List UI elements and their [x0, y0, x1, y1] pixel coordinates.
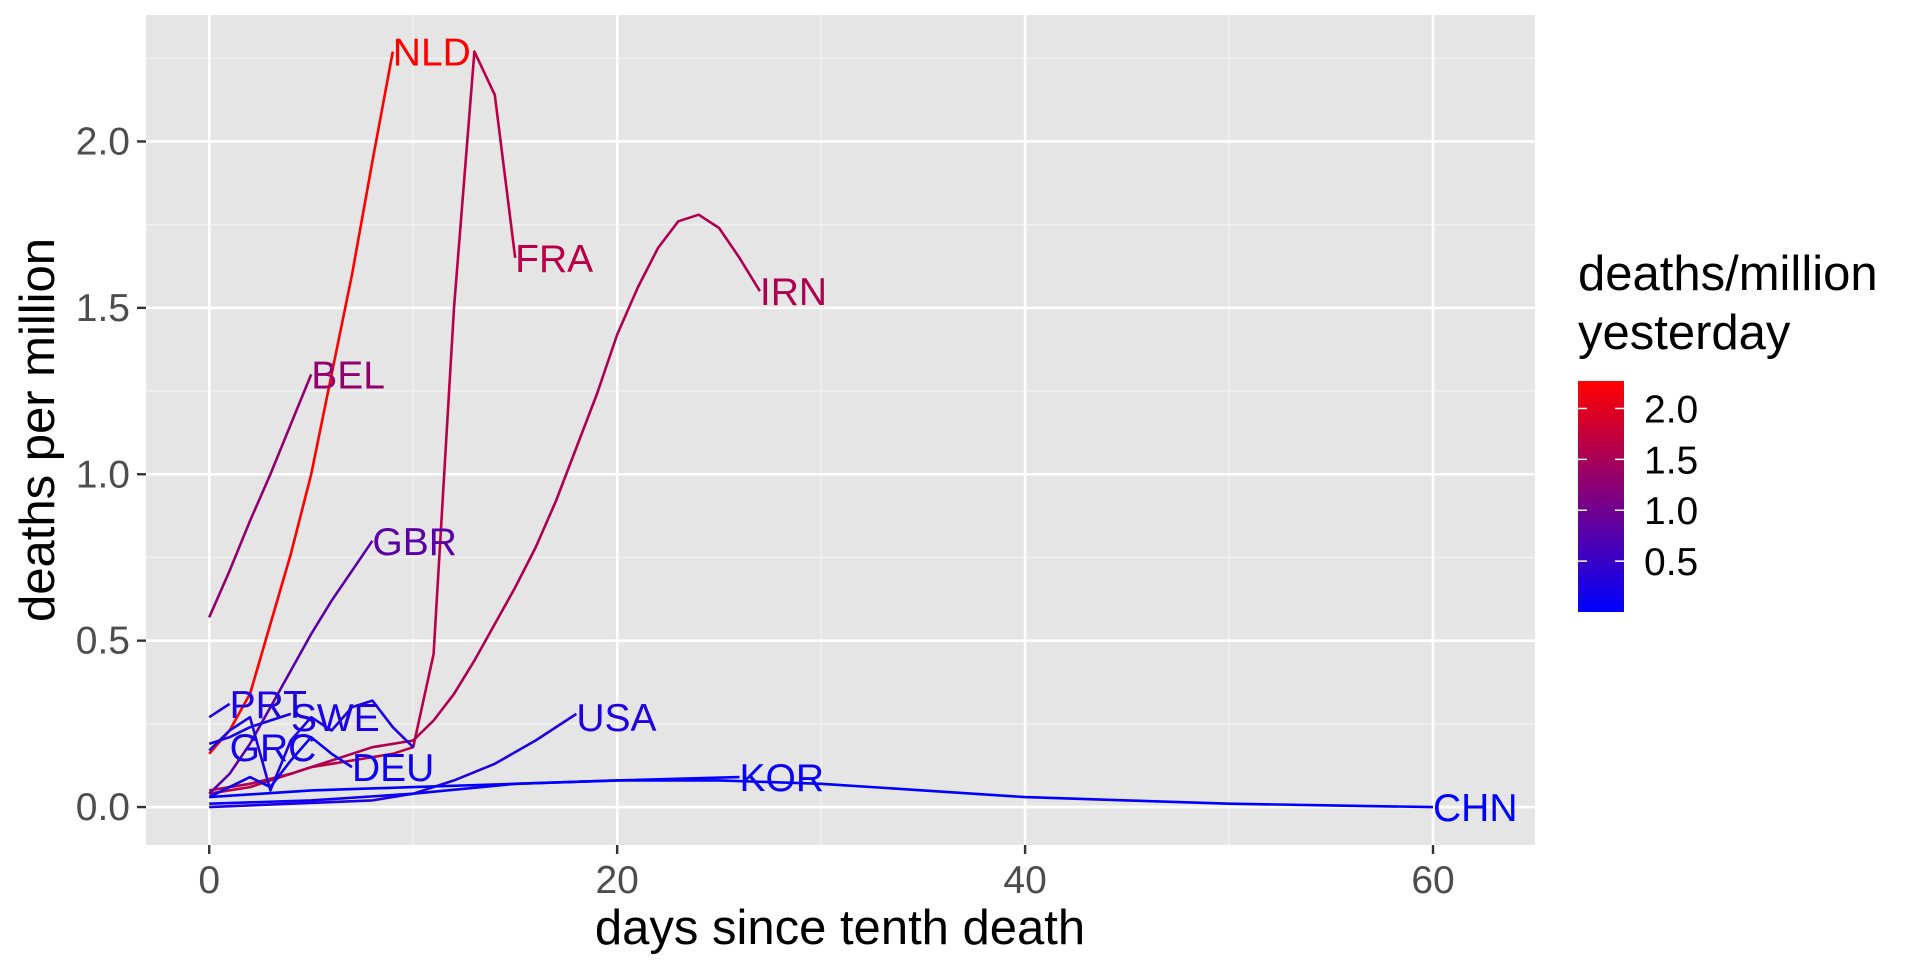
y-tick-label: 1.5: [76, 287, 130, 330]
country-label-irn: IRN: [760, 271, 827, 314]
grid-major: [146, 15, 1535, 845]
x-tick-label: 40: [1003, 859, 1046, 902]
legend-title-line-2: yesterday: [1578, 306, 1791, 360]
x-tick-label: 20: [595, 859, 638, 902]
country-label-kor: KOR: [740, 757, 825, 800]
legend-colorbar: [1578, 381, 1624, 612]
country-label-deu: DEU: [352, 747, 434, 790]
country-label-nld: NLD: [393, 32, 471, 75]
series-line-prt: [208, 702, 231, 719]
country-label-grc: GRC: [230, 727, 317, 770]
y-tick-label: 0.0: [76, 786, 130, 829]
legend-label: 0.5: [1644, 541, 1698, 584]
series-line-grc: [208, 712, 292, 746]
legend-label: 1.5: [1644, 439, 1698, 482]
y-tick-label: 0.5: [76, 620, 130, 663]
legend: deaths/million yesterday 2.0 1.5 1.0 0.5: [1578, 247, 1878, 612]
series-line-swe: [208, 699, 415, 792]
grid-minor: [146, 15, 1535, 845]
series-line-bel: [208, 373, 313, 618]
country-label-swe: SWE: [291, 697, 380, 740]
legend-ticks: 2.0 1.5 1.0 0.5: [1578, 388, 1698, 584]
country-label-chn: CHN: [1433, 787, 1518, 830]
series-line-gbr: [208, 540, 374, 795]
series-line-nld: [208, 51, 395, 755]
legend-label: 2.0: [1644, 388, 1698, 431]
y-tick-label: 1.0: [76, 453, 130, 496]
x-axis-title: days since tenth death: [595, 901, 1085, 955]
country-label-fra: FRA: [515, 238, 593, 281]
x-tick-label: 60: [1411, 859, 1454, 902]
series-line-fra: [208, 50, 517, 795]
legend-label: 1.0: [1644, 490, 1698, 533]
series-lines: [208, 50, 1434, 809]
country-label-usa: USA: [576, 697, 656, 740]
country-label-prt: PRT: [230, 684, 307, 727]
series-line-irn: [208, 213, 762, 792]
x-tick-label: 0: [198, 859, 220, 902]
y-tick-label: 2.0: [76, 120, 130, 163]
series-line-chn: [209, 779, 1434, 809]
y-axis-title: deaths per million: [11, 238, 65, 622]
y-axis: 0.0 0.5 1.0 1.5 2.0: [76, 120, 146, 829]
series-line-deu: [208, 735, 353, 799]
country-label-gbr: GBR: [372, 521, 457, 564]
x-axis: 0 20 40 60: [198, 845, 1455, 902]
legend-title-line-1: deaths/million: [1578, 247, 1878, 301]
country-label-bel: BEL: [311, 354, 385, 397]
